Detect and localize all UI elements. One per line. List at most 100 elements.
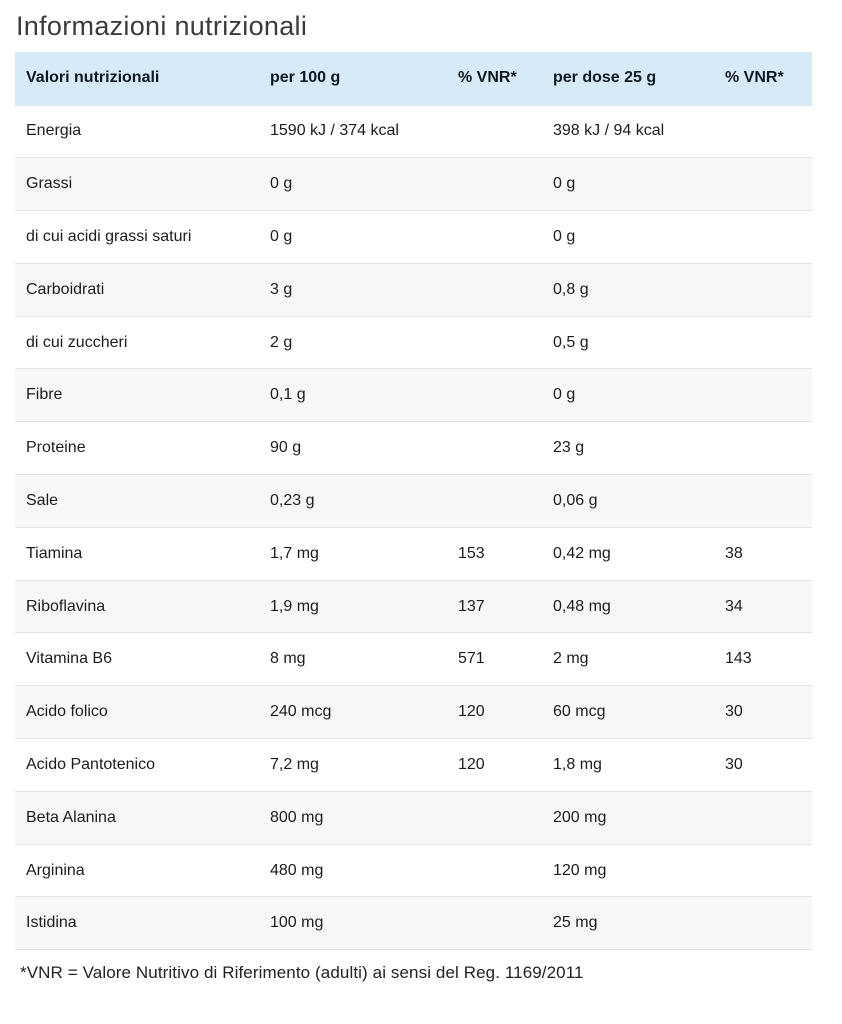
row-label: Energia bbox=[15, 104, 270, 158]
vnr-per-100g bbox=[458, 157, 553, 211]
value-per-100g: 100 mg bbox=[270, 896, 458, 951]
vnr-per-100g bbox=[458, 368, 553, 422]
value-per-100g: 1,7 mg bbox=[270, 526, 458, 581]
vnr-per-dose bbox=[725, 474, 812, 528]
row-label: di cui acidi grassi saturi bbox=[15, 210, 270, 264]
value-per-100g: 0,23 g bbox=[270, 474, 458, 528]
vnr-per-dose bbox=[725, 896, 812, 951]
value-per-100g: 0 g bbox=[270, 157, 458, 211]
vnr-per-dose bbox=[725, 104, 812, 158]
vnr-per-dose bbox=[725, 843, 812, 897]
value-per-100g: 8 mg bbox=[270, 632, 458, 686]
vnr-per-100g: 120 bbox=[458, 685, 553, 739]
vnr-per-dose bbox=[725, 315, 812, 369]
vnr-per-dose: 143 bbox=[725, 632, 812, 686]
value-per-dose: 2 mg bbox=[553, 632, 725, 686]
vnr-per-dose bbox=[725, 421, 812, 475]
row-label: Fibre bbox=[15, 368, 270, 422]
vnr-per-dose: 38 bbox=[725, 526, 812, 581]
vnr-per-100g bbox=[458, 315, 553, 369]
value-per-100g: 2 g bbox=[270, 315, 458, 369]
value-per-dose: 0,8 g bbox=[553, 262, 725, 317]
value-per-100g: 240 mcg bbox=[270, 685, 458, 739]
vnr-per-dose bbox=[725, 790, 812, 845]
table-row: Proteine 90 g 23 g bbox=[15, 421, 812, 475]
value-per-dose: 23 g bbox=[553, 421, 725, 475]
value-per-dose: 120 mg bbox=[553, 843, 725, 897]
row-label: Istidina bbox=[15, 896, 270, 951]
value-per-100g: 480 mg bbox=[270, 843, 458, 897]
table-row: Beta Alanina 800 mg 200 mg bbox=[15, 790, 812, 845]
row-label: Proteine bbox=[15, 421, 270, 475]
row-label: Vitamina B6 bbox=[15, 632, 270, 686]
table-row: di cui zuccheri 2 g 0,5 g bbox=[15, 315, 812, 369]
table-row: di cui acidi grassi saturi 0 g 0 g bbox=[15, 210, 812, 264]
page-title: Informazioni nutrizionali bbox=[16, 11, 308, 41]
row-label: di cui zuccheri bbox=[15, 315, 270, 369]
value-per-dose: 0,5 g bbox=[553, 315, 725, 369]
row-label: Acido folico bbox=[15, 685, 270, 739]
nutrition-table-body: Energia 1590 kJ / 374 kcal 398 kJ / 94 k… bbox=[15, 104, 812, 951]
row-label: Carboidrati bbox=[15, 262, 270, 317]
table-row: Fibre 0,1 g 0 g bbox=[15, 368, 812, 422]
vnr-per-dose bbox=[725, 262, 812, 317]
nutrition-table-header: Valori nutrizionali per 100 g % VNR* per… bbox=[15, 52, 812, 105]
column-header-nutrient: Valori nutrizionali bbox=[15, 52, 270, 105]
table-row: Carboidrati 3 g 0,8 g bbox=[15, 262, 812, 317]
vnr-per-100g bbox=[458, 210, 553, 264]
value-per-dose: 0 g bbox=[553, 157, 725, 211]
value-per-100g: 1590 kJ / 374 kcal bbox=[270, 104, 458, 158]
value-per-dose: 398 kJ / 94 kcal bbox=[553, 104, 725, 158]
vnr-per-100g: 571 bbox=[458, 632, 553, 686]
value-per-dose: 200 mg bbox=[553, 790, 725, 845]
value-per-100g: 0,1 g bbox=[270, 368, 458, 422]
column-header-vnr-dose: % VNR* bbox=[725, 52, 812, 105]
value-per-100g: 90 g bbox=[270, 421, 458, 475]
table-row: Energia 1590 kJ / 374 kcal 398 kJ / 94 k… bbox=[15, 104, 812, 158]
vnr-per-100g bbox=[458, 104, 553, 158]
vnr-per-100g: 153 bbox=[458, 526, 553, 581]
table-row: Istidina 100 mg 25 mg bbox=[15, 896, 812, 951]
value-per-dose: 0 g bbox=[553, 368, 725, 422]
row-label: Tiamina bbox=[15, 526, 270, 581]
table-row: Acido Pantotenico 7,2 mg 120 1,8 mg 30 bbox=[15, 738, 812, 792]
vnr-footnote: *VNR = Valore Nutritivo di Riferimento (… bbox=[20, 963, 584, 982]
row-label: Arginina bbox=[15, 843, 270, 897]
vnr-per-dose bbox=[725, 157, 812, 211]
nutrition-table: Valori nutrizionali per 100 g % VNR* per… bbox=[15, 52, 812, 951]
column-header-per-100g: per 100 g bbox=[270, 52, 458, 105]
table-row: Grassi 0 g 0 g bbox=[15, 157, 812, 211]
vnr-per-100g bbox=[458, 790, 553, 845]
value-per-100g: 7,2 mg bbox=[270, 738, 458, 792]
value-per-dose: 60 mcg bbox=[553, 685, 725, 739]
value-per-100g: 1,9 mg bbox=[270, 579, 458, 633]
column-header-vnr-100g: % VNR* bbox=[458, 52, 553, 105]
vnr-per-100g: 120 bbox=[458, 738, 553, 792]
vnr-per-dose: 34 bbox=[725, 579, 812, 633]
vnr-per-dose bbox=[725, 210, 812, 264]
table-row: Tiamina 1,7 mg 153 0,42 mg 38 bbox=[15, 526, 812, 581]
table-row: Sale 0,23 g 0,06 g bbox=[15, 474, 812, 528]
vnr-per-dose bbox=[725, 368, 812, 422]
vnr-per-100g: 137 bbox=[458, 579, 553, 633]
vnr-per-100g bbox=[458, 262, 553, 317]
value-per-dose: 0 g bbox=[553, 210, 725, 264]
value-per-dose: 0,42 mg bbox=[553, 526, 725, 581]
value-per-100g: 0 g bbox=[270, 210, 458, 264]
value-per-dose: 0,48 mg bbox=[553, 579, 725, 633]
vnr-per-dose: 30 bbox=[725, 738, 812, 792]
value-per-dose: 0,06 g bbox=[553, 474, 725, 528]
vnr-per-100g bbox=[458, 421, 553, 475]
vnr-per-100g bbox=[458, 474, 553, 528]
vnr-per-dose: 30 bbox=[725, 685, 812, 739]
header-row: Valori nutrizionali per 100 g % VNR* per… bbox=[15, 52, 812, 105]
row-label: Beta Alanina bbox=[15, 790, 270, 845]
value-per-100g: 3 g bbox=[270, 262, 458, 317]
vnr-per-100g bbox=[458, 896, 553, 951]
row-label: Riboflavina bbox=[15, 579, 270, 633]
column-header-per-dose: per dose 25 g bbox=[553, 52, 725, 105]
table-row: Vitamina B6 8 mg 571 2 mg 143 bbox=[15, 632, 812, 686]
row-label: Grassi bbox=[15, 157, 270, 211]
table-row: Acido folico 240 mcg 120 60 mcg 30 bbox=[15, 685, 812, 739]
